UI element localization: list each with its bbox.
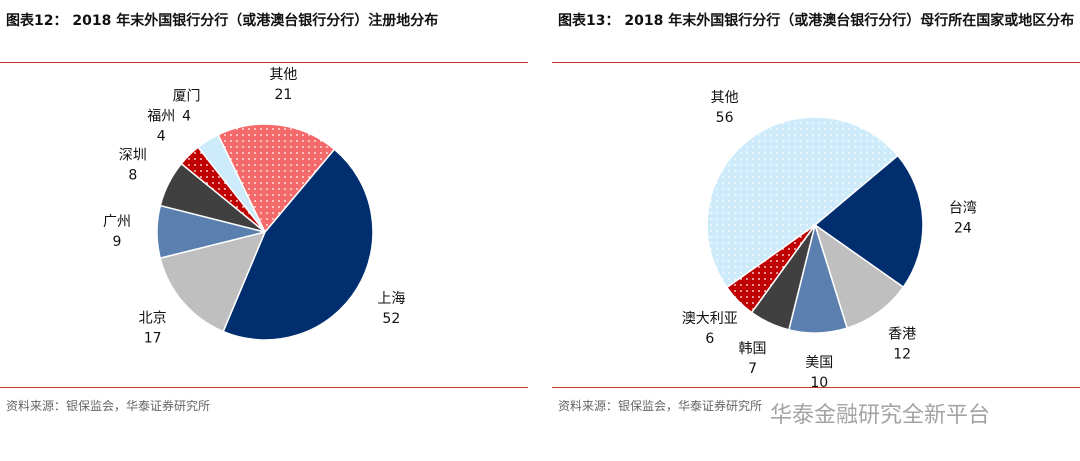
slice-label: 香港 — [888, 327, 916, 343]
slice-label: 福州 — [147, 108, 175, 124]
pie-slice — [217, 123, 336, 234]
slice-value: 4 — [157, 128, 166, 144]
chart: 上海 52 北京 17 广州 9 深圳 8 福州 4 厦门 4 其他 21 — [103, 67, 405, 346]
slice-value: 8 — [128, 168, 137, 184]
panel: 图表13： 2018 年末外国银行分行（或港澳台银行分行）母行所在国家或地区分布… — [552, 0, 1080, 461]
rule — [0, 62, 528, 63]
chart: 台湾 24 香港 12 美国 10 韩国 7 澳大利亚 6 其他 56 — [682, 90, 977, 390]
rule — [0, 387, 528, 388]
chart-title: 图表13： 2018 年末外国银行分行（或港澳台银行分行）母行所在国家或地区分布 — [558, 13, 1075, 29]
slice-value: 7 — [748, 361, 757, 377]
pie-slice — [159, 230, 267, 333]
slice-label: 澳大利亚 — [682, 311, 738, 327]
slice-label: 美国 — [805, 355, 833, 371]
source: 资料来源：银保监会，华泰证券研究所 — [6, 399, 211, 413]
slice-label: 其他 — [269, 67, 297, 83]
pie-slice — [813, 223, 905, 330]
slice-value: 52 — [382, 311, 400, 327]
slice-label: 北京 — [139, 310, 167, 326]
slice-label: 广州 — [103, 214, 131, 230]
chart-title: 图表12： 2018 年末外国银行分行（或港澳台银行分行）注册地分布 — [6, 13, 439, 29]
slice-value: 9 — [113, 234, 122, 250]
slice-value: 6 — [705, 331, 714, 347]
slice-value: 12 — [893, 347, 911, 363]
slice-label: 深圳 — [119, 148, 147, 164]
rule — [552, 387, 1080, 388]
pie-slice — [706, 116, 899, 289]
slice-value: 17 — [144, 330, 162, 346]
slice-label: 其他 — [711, 90, 739, 106]
slice-value: 10 — [810, 375, 828, 390]
slice-value: 56 — [716, 110, 734, 126]
slice-value: 4 — [182, 108, 191, 124]
slice-label: 厦门 — [173, 88, 201, 104]
slice-value: 21 — [274, 87, 292, 103]
slice-label: 台湾 — [949, 200, 977, 217]
panel: 图表12： 2018 年末外国银行分行（或港澳台银行分行）注册地分布 上海 52 北… — [0, 0, 528, 461]
watermark: 华泰金融研究全新平台 — [770, 403, 991, 428]
pie-slice — [222, 148, 374, 341]
slice-label: 上海 — [377, 291, 405, 307]
pie-slice — [813, 154, 924, 289]
slice-label: 韩国 — [739, 341, 767, 357]
rule — [552, 62, 1080, 63]
slice-value: 24 — [954, 221, 972, 237]
source: 资料来源：银保监会，华泰证券研究所 — [558, 399, 763, 413]
